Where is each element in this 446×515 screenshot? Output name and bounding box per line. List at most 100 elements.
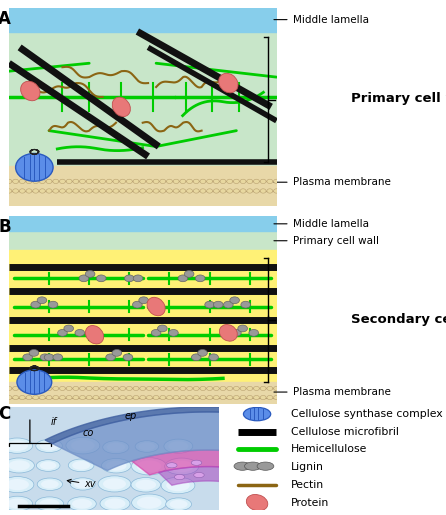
Circle shape bbox=[220, 179, 226, 183]
Circle shape bbox=[66, 437, 100, 454]
Circle shape bbox=[8, 460, 30, 471]
Circle shape bbox=[86, 179, 92, 183]
Bar bbox=[9, 166, 277, 206]
Circle shape bbox=[104, 499, 125, 509]
Circle shape bbox=[150, 301, 160, 308]
Circle shape bbox=[79, 275, 89, 282]
Circle shape bbox=[273, 386, 280, 390]
Circle shape bbox=[70, 478, 95, 490]
Circle shape bbox=[120, 179, 126, 183]
Text: B: B bbox=[0, 218, 11, 236]
Circle shape bbox=[133, 396, 139, 400]
Circle shape bbox=[99, 386, 106, 390]
Text: Plasma membrane: Plasma membrane bbox=[274, 387, 390, 397]
Circle shape bbox=[169, 330, 178, 336]
Circle shape bbox=[37, 297, 47, 304]
Circle shape bbox=[260, 179, 266, 183]
Text: ep: ep bbox=[124, 411, 136, 421]
Circle shape bbox=[157, 325, 167, 332]
Circle shape bbox=[26, 179, 32, 183]
Circle shape bbox=[140, 396, 146, 400]
Ellipse shape bbox=[246, 494, 268, 511]
Circle shape bbox=[166, 179, 173, 183]
Circle shape bbox=[135, 441, 159, 452]
Circle shape bbox=[267, 396, 273, 400]
Circle shape bbox=[120, 396, 126, 400]
Circle shape bbox=[132, 458, 167, 475]
Circle shape bbox=[96, 275, 106, 282]
Bar bbox=[9, 8, 277, 31]
Circle shape bbox=[206, 396, 213, 400]
Circle shape bbox=[75, 330, 85, 336]
Circle shape bbox=[33, 396, 39, 400]
Circle shape bbox=[103, 478, 126, 490]
Circle shape bbox=[233, 396, 240, 400]
Circle shape bbox=[194, 472, 204, 477]
Circle shape bbox=[206, 179, 213, 183]
Circle shape bbox=[227, 189, 233, 193]
Circle shape bbox=[231, 330, 241, 336]
Circle shape bbox=[23, 354, 33, 360]
Circle shape bbox=[19, 189, 25, 193]
Text: Middle lamella: Middle lamella bbox=[274, 14, 368, 25]
Circle shape bbox=[153, 396, 159, 400]
Circle shape bbox=[40, 441, 58, 451]
Circle shape bbox=[126, 189, 132, 193]
Circle shape bbox=[153, 189, 159, 193]
Circle shape bbox=[26, 396, 32, 400]
Circle shape bbox=[106, 386, 112, 390]
Circle shape bbox=[244, 407, 271, 421]
Circle shape bbox=[234, 462, 251, 470]
Circle shape bbox=[7, 499, 28, 509]
Ellipse shape bbox=[219, 73, 238, 93]
Circle shape bbox=[113, 179, 119, 183]
Circle shape bbox=[238, 325, 248, 332]
Circle shape bbox=[257, 462, 274, 470]
Circle shape bbox=[220, 396, 226, 400]
Circle shape bbox=[205, 301, 215, 308]
Bar bbox=[9, 216, 277, 231]
Circle shape bbox=[35, 497, 64, 511]
Circle shape bbox=[6, 396, 12, 400]
Circle shape bbox=[123, 354, 133, 360]
Circle shape bbox=[160, 179, 166, 183]
Circle shape bbox=[220, 189, 226, 193]
Circle shape bbox=[173, 189, 179, 193]
Circle shape bbox=[72, 499, 92, 509]
Circle shape bbox=[26, 189, 32, 193]
Circle shape bbox=[180, 189, 186, 193]
Text: Lignin: Lignin bbox=[291, 462, 323, 472]
Text: Primary cell wall: Primary cell wall bbox=[351, 92, 446, 106]
Circle shape bbox=[29, 350, 39, 356]
Circle shape bbox=[140, 179, 146, 183]
Circle shape bbox=[40, 461, 57, 470]
Circle shape bbox=[267, 386, 273, 390]
Circle shape bbox=[79, 396, 86, 400]
Circle shape bbox=[139, 442, 155, 451]
Circle shape bbox=[59, 396, 66, 400]
Circle shape bbox=[85, 270, 95, 277]
Text: A: A bbox=[0, 10, 11, 28]
Circle shape bbox=[186, 179, 193, 183]
Circle shape bbox=[33, 179, 39, 183]
Circle shape bbox=[214, 301, 223, 308]
Circle shape bbox=[206, 189, 213, 193]
Circle shape bbox=[137, 496, 161, 509]
Circle shape bbox=[267, 179, 273, 183]
Polygon shape bbox=[132, 450, 346, 507]
Circle shape bbox=[64, 325, 74, 332]
Circle shape bbox=[99, 189, 106, 193]
Circle shape bbox=[39, 386, 45, 390]
Circle shape bbox=[73, 396, 79, 400]
Circle shape bbox=[120, 189, 126, 193]
Circle shape bbox=[73, 386, 79, 390]
Circle shape bbox=[131, 477, 161, 492]
Circle shape bbox=[191, 460, 202, 466]
Circle shape bbox=[36, 460, 60, 471]
Circle shape bbox=[6, 479, 29, 490]
Circle shape bbox=[230, 297, 240, 304]
Circle shape bbox=[165, 498, 191, 510]
Circle shape bbox=[247, 179, 253, 183]
Circle shape bbox=[198, 350, 207, 356]
Circle shape bbox=[146, 189, 153, 193]
